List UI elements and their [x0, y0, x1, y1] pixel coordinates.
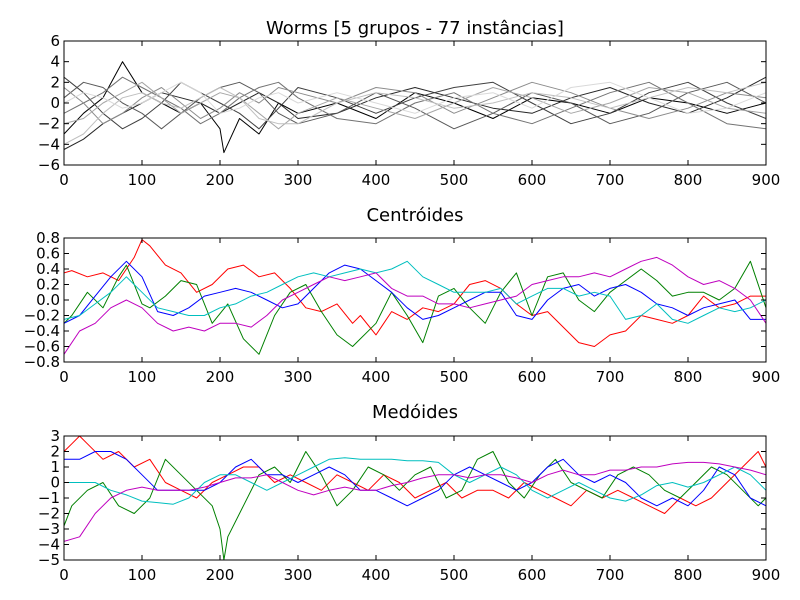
y-tick-label: 0.0 [36, 291, 60, 309]
x-tick-label: 100 [128, 566, 157, 584]
series-line [64, 260, 766, 355]
series-line [64, 76, 766, 130]
x-tick-label: 100 [128, 171, 157, 189]
y-tick-label: 0 [50, 474, 60, 492]
y-tick-label: 4 [50, 53, 60, 71]
series-line [64, 256, 766, 355]
x-tick-label: 500 [440, 171, 469, 189]
x-tick-label: 900 [752, 368, 781, 386]
y-tick-label: 0.4 [36, 260, 60, 278]
y-tick-label: 6 [50, 32, 60, 50]
series-line [64, 81, 766, 145]
series-line [64, 81, 766, 114]
y-tick-label: 1 [50, 458, 60, 476]
y-tick-label: −4 [38, 135, 60, 153]
x-tick-label: 600 [518, 171, 547, 189]
y-tick-label: −3 [38, 520, 60, 538]
y-tick-label: −4 [38, 536, 60, 554]
y-tick-label: 0.8 [36, 229, 60, 247]
y-tick-label: −5 [38, 551, 60, 569]
medoids-panel: Medóides 0 100 200 300 400 500 600 700 800 900−5−… [38, 402, 780, 584]
x-tick-label: 800 [674, 566, 703, 584]
series-line [64, 76, 766, 130]
x-tick-label: 800 [674, 171, 703, 189]
x-tick-label: 900 [752, 566, 781, 584]
x-tick-label: 700 [596, 566, 625, 584]
x-tick-label: 300 [284, 368, 313, 386]
y-tick-label: −6 [38, 156, 60, 174]
plot-area: 0 100 200 300 400 500 600 700 800 900 −6 −4 −2 0 2 4 6 [38, 32, 780, 189]
x-tick-label: 500 [440, 368, 469, 386]
series-line [64, 451, 766, 560]
x-tick-label: 300 [284, 566, 313, 584]
worms-panel: Worms [5 grupos - 77 instâncias] 0 100 200… [38, 18, 780, 189]
plot-area: 0 100 200 300 400 500 600 700 800 900−5−4−3−2−101… [38, 427, 780, 584]
x-tick-label: 100 [128, 368, 157, 386]
y-tick-label: −2 [38, 505, 60, 523]
series-group [64, 436, 766, 560]
x-tick-label: 600 [518, 368, 547, 386]
series-line [64, 81, 766, 130]
x-tick-label: 700 [596, 171, 625, 189]
y-tick-label: −0.6 [24, 338, 60, 356]
y-tick-label: −2 [38, 115, 60, 133]
axes-frame [63, 237, 767, 363]
series-line [64, 260, 766, 324]
plot-area: 0 100 200 300 400 500 600 700 800 900 −0.8−0.6−0.4… [24, 229, 781, 386]
x-tick-label: 400 [362, 368, 391, 386]
series-line [64, 260, 766, 324]
x-tick-label: 0 [59, 566, 69, 584]
y-tick-label: 2 [50, 443, 60, 461]
y-tick-label: −1 [38, 489, 60, 507]
y-tick-label: 2 [50, 73, 60, 91]
x-tick-label: 500 [440, 566, 469, 584]
x-tick-label: 800 [674, 368, 703, 386]
y-tick-label: −0.8 [24, 353, 60, 371]
series-line [64, 239, 766, 347]
y-tick-label: 0 [50, 94, 60, 112]
series-line [64, 461, 766, 542]
series-group [64, 61, 766, 154]
panel-title: Medóides [372, 402, 458, 423]
x-tick-label: 400 [362, 171, 391, 189]
series-line [64, 436, 766, 514]
x-tick-label: 0 [59, 171, 69, 189]
panel-title: Centróides [366, 205, 463, 226]
x-tick-label: 700 [596, 368, 625, 386]
y-tick-label: 3 [50, 427, 60, 445]
series-group [64, 239, 766, 355]
y-tick-label: −0.4 [24, 322, 60, 340]
x-tick-label: 200 [206, 368, 235, 386]
series-line [64, 457, 766, 505]
x-tick-label: 0 [59, 368, 69, 386]
x-tick-label: 300 [284, 171, 313, 189]
x-tick-label: 200 [206, 171, 235, 189]
panel-title: Worms [5 grupos - 77 instâncias] [266, 18, 564, 39]
y-tick-label: 0.2 [36, 276, 60, 294]
y-tick-label: 0.6 [36, 245, 60, 263]
x-tick-label: 400 [362, 566, 391, 584]
x-tick-label: 600 [518, 566, 547, 584]
x-tick-label: 900 [752, 171, 781, 189]
x-tick-label: 200 [206, 566, 235, 584]
centroids-panel: Centróides 0 100 200 300 400 500 600 700 800 900 −… [24, 205, 781, 386]
y-tick-label: −0.2 [24, 307, 60, 325]
